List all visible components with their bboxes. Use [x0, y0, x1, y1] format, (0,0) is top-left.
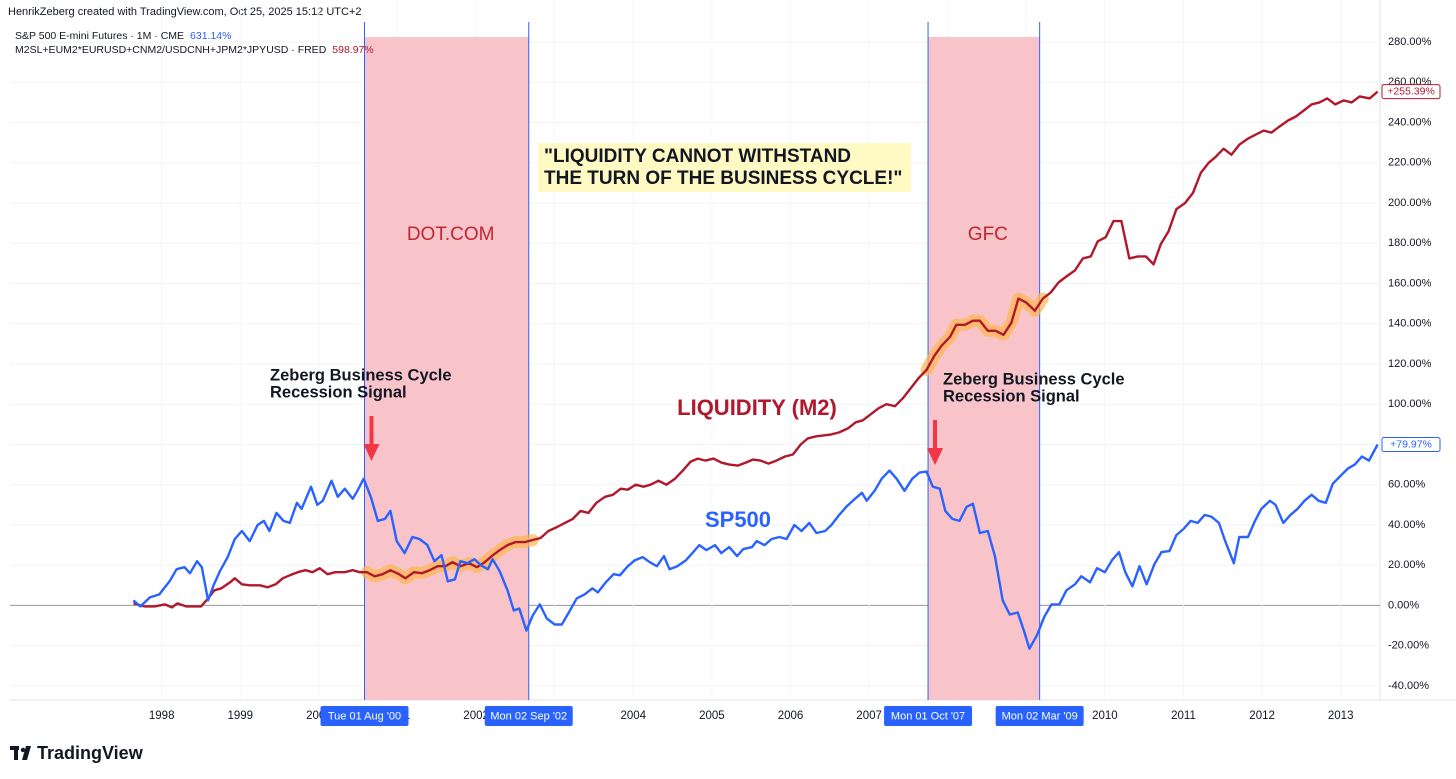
brand-logo: TradingView [10, 743, 144, 763]
y-tick-label: 20.00% [1388, 559, 1426, 571]
y-tick-label: 240.00% [1388, 116, 1432, 128]
x-tick-label: 2013 [1328, 710, 1354, 722]
signal-arrow [363, 416, 380, 461]
credit: HenrikZeberg created with TradingView.co… [8, 6, 362, 18]
legend-entry: M2SL+EUM2*EURUSD+CNM2/USDCNH+JPM2*JPYUSD… [15, 44, 374, 56]
last-value-box [1381, 437, 1441, 453]
quote-text: THE TURN OF THE BUSINESS CYCLE!" [544, 168, 902, 189]
signal-annotation: Zeberg Business Cycle [270, 366, 452, 384]
y-tick-label: 180.00% [1388, 237, 1432, 249]
last-value-label: +79.97% [1390, 438, 1432, 450]
region-label: GFC [968, 224, 1008, 245]
y-tick-label: 220.00% [1388, 157, 1432, 169]
recession-region [928, 37, 1040, 700]
y-tick-label: 120.00% [1388, 358, 1432, 370]
legend-name: M2SL+EUM2*EURUSD+CNM2/USDCNH+JPM2*JPYUSD… [15, 44, 327, 56]
y-tick-label: 140.00% [1388, 318, 1432, 330]
signal-annotation: Recession Signal [270, 383, 407, 401]
logo-shape [20, 747, 26, 753]
legend-value: 598.97% [332, 44, 373, 56]
region-label: DOT.COM [407, 224, 495, 245]
y-tick-label: 60.00% [1388, 479, 1426, 491]
date-box [320, 706, 409, 726]
x-tick-label: 2007 [856, 710, 882, 722]
last-value-label: +255.39% [1387, 85, 1435, 97]
logo-shape [22, 746, 31, 760]
quote-text: "LIQUIDITY CANNOT WITHSTAND [544, 146, 851, 167]
x-tick-label: 1999 [228, 710, 254, 722]
y-tick-label: -20.00% [1388, 640, 1429, 652]
legend-value: 631.14% [190, 30, 231, 42]
x-tick-label: 2010 [1092, 710, 1118, 722]
x-tick-label: 2002 [463, 710, 489, 722]
y-tick-label: 280.00% [1388, 36, 1432, 48]
x-tick-label: 1998 [149, 710, 175, 722]
y-tick-label: 40.00% [1388, 519, 1426, 531]
signal-annotation: Recession Signal [943, 387, 1080, 405]
legend-name: S&P 500 E-mini Futures · 1M · CME [15, 30, 184, 42]
date-box [884, 706, 973, 726]
series-line [133, 90, 1379, 609]
series-label: SP500 [705, 507, 771, 532]
date-label: Mon 02 Sep '02 [490, 710, 567, 722]
x-tick-label: 2005 [699, 710, 725, 722]
y-tick-label: 0.00% [1388, 599, 1419, 611]
series-line [132, 443, 1379, 650]
x-tick-label: 2012 [1249, 710, 1275, 722]
x-tick-label: 2004 [621, 710, 647, 722]
date-label: Mon 01 Oct '07 [891, 710, 965, 722]
recession-region [364, 37, 529, 700]
y-tick-label: 100.00% [1388, 398, 1432, 410]
date-label: Tue 01 Aug '00 [328, 710, 401, 722]
date-box [484, 706, 573, 726]
legend-entry: S&P 500 E-mini Futures · 1M · CME 631.14% [15, 30, 231, 42]
logo-shape [14, 746, 18, 760]
signal-arrow [927, 420, 944, 465]
series-label: LIQUIDITY (M2) [677, 395, 837, 420]
date-box [995, 706, 1084, 726]
x-tick-label: 2011 [1171, 710, 1196, 722]
x-tick-label: 2006 [778, 710, 804, 722]
y-tick-label: 200.00% [1388, 197, 1432, 209]
signal-annotation: Zeberg Business Cycle [943, 370, 1125, 388]
date-label: Mon 02 Mar '09 [1002, 710, 1078, 722]
brand: TradingView [37, 743, 144, 763]
quote-box [538, 143, 911, 192]
last-value-box [1381, 84, 1441, 100]
y-tick-label: -40.00% [1388, 680, 1429, 692]
y-tick-label: 160.00% [1388, 277, 1432, 289]
